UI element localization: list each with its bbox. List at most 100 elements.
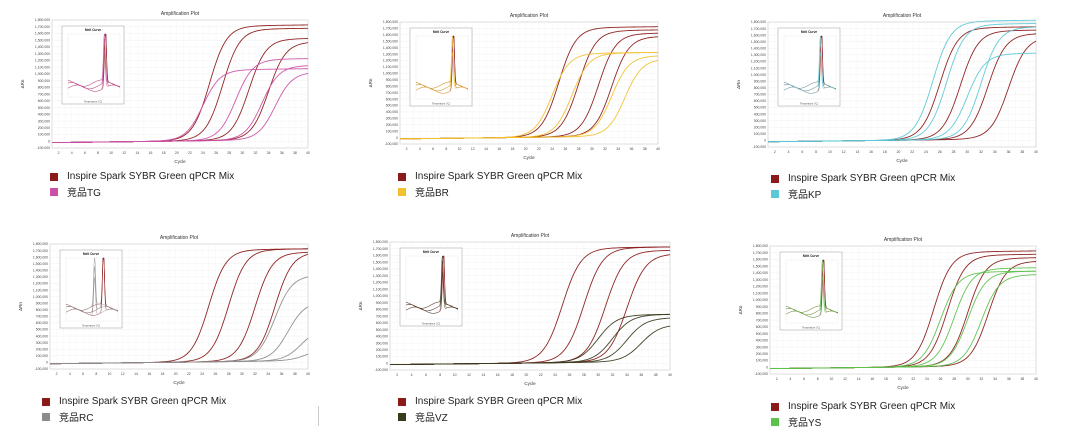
x-tick-label: 36 bbox=[1007, 377, 1011, 381]
y-tick-label: 1,000,000 bbox=[753, 298, 768, 302]
x-tick-label: 12 bbox=[471, 147, 475, 151]
y-tick-label: 1,600,000 bbox=[751, 33, 766, 37]
x-tick-label: 6 bbox=[801, 150, 803, 154]
x-tick-label: 26 bbox=[939, 377, 943, 381]
x-tick-label: 40 bbox=[1034, 150, 1038, 154]
y-tick-label: 200,000 bbox=[38, 126, 50, 130]
x-tick-label: 16 bbox=[869, 150, 873, 154]
legend-swatch-inspire bbox=[50, 172, 58, 181]
legend-label-inspire: Inspire Spark SYBR Green qPCR Mix bbox=[415, 396, 583, 407]
legend-entry-competitor: 竞品RC bbox=[42, 410, 226, 424]
y-tick-label: 500,000 bbox=[376, 328, 388, 332]
x-tick-label: 18 bbox=[162, 151, 166, 155]
plot-title: Amplification Plot bbox=[884, 237, 923, 243]
amplification-curve bbox=[769, 274, 1037, 370]
x-tick-label: 36 bbox=[630, 147, 634, 151]
y-tick-label: 1,300,000 bbox=[373, 274, 388, 278]
legend-swatch-competitor bbox=[398, 412, 406, 421]
x-tick-label: 22 bbox=[910, 150, 914, 154]
x-tick-label: 28 bbox=[952, 150, 956, 154]
y-tick-label: 800,000 bbox=[376, 308, 388, 312]
x-tick-label: 38 bbox=[654, 373, 658, 377]
y-tick-label: 200,000 bbox=[754, 125, 766, 129]
x-tick-label: 2 bbox=[774, 150, 776, 154]
legend-label-competitor: 竞品YS bbox=[788, 418, 822, 429]
y-tick-label: 1,100,000 bbox=[33, 288, 48, 292]
x-tick-label: 10 bbox=[453, 373, 457, 377]
y-tick-label: 0 bbox=[764, 139, 766, 143]
plot-title: Amplification Plot bbox=[510, 13, 549, 19]
melt-curve-inset bbox=[59, 249, 123, 329]
legend-tg: Inspire Spark SYBR Green qPCR Mix 竞品TG bbox=[50, 170, 234, 200]
legend-rc: Inspire Spark SYBR Green qPCR Mix 竞品RC bbox=[42, 395, 226, 425]
y-tick-label: 700,000 bbox=[38, 92, 50, 96]
y-tick-label: 500,000 bbox=[38, 106, 50, 110]
y-tick-label: 1,100,000 bbox=[383, 65, 398, 69]
x-tick-label: 14 bbox=[135, 151, 139, 155]
y-tick-label: 0 bbox=[396, 136, 398, 140]
y-axis-label: ΔRn bbox=[736, 80, 741, 89]
x-tick-label: 2 bbox=[58, 151, 60, 155]
y-tick-label: 1,600,000 bbox=[373, 254, 388, 258]
legend-entry-inspire: Inspire Spark SYBR Green qPCR Mix bbox=[50, 170, 234, 183]
x-tick-label: 32 bbox=[253, 372, 257, 376]
amplification-plot-tg: Amplification Plot -100,000 0 100,000 200,00… bbox=[20, 8, 316, 166]
x-tick-label: 22 bbox=[537, 147, 541, 151]
x-tick-label: 6 bbox=[84, 151, 86, 155]
x-tick-label: 30 bbox=[240, 151, 244, 155]
y-axis-label: ΔRn bbox=[368, 78, 373, 87]
x-tick-label: 2 bbox=[406, 147, 408, 151]
amplification-plot-br: Amplification Plot -100,000 0 100,000 200,00… bbox=[368, 10, 666, 162]
y-tick-label: 500,000 bbox=[756, 332, 768, 336]
y-tick-label: 400,000 bbox=[376, 335, 388, 339]
x-tick-label: 22 bbox=[539, 373, 543, 377]
y-tick-label: 500,000 bbox=[386, 104, 398, 108]
x-tick-label: 38 bbox=[1020, 377, 1024, 381]
legend-br: Inspire Spark SYBR Green qPCR Mix 竞品BR bbox=[398, 170, 582, 200]
melt-curve-line bbox=[783, 35, 837, 89]
legend-entry-competitor: 竞品BR bbox=[398, 185, 582, 199]
x-axis-label: Cycle bbox=[524, 381, 536, 386]
x-tick-label: 16 bbox=[497, 147, 501, 151]
x-tick-label: 6 bbox=[425, 373, 427, 377]
amplification-plot-rc: Amplification Plot -100,000 0 100,000 200,00… bbox=[18, 232, 316, 387]
amplification-plot-ys: Amplification Plot -100,000 0 100,000 200,00… bbox=[738, 234, 1044, 392]
y-tick-label: -100,000 bbox=[35, 367, 48, 371]
melt-curve-inset bbox=[779, 251, 843, 331]
x-tick-label: 4 bbox=[71, 151, 73, 155]
x-tick-label: 12 bbox=[842, 150, 846, 154]
y-tick-label: 1,800,000 bbox=[373, 240, 388, 244]
amplification-plot-vz: Amplification Plot -100,000 0 100,000 200,00… bbox=[358, 230, 678, 388]
legend-label-competitor: 竞品BR bbox=[415, 188, 449, 199]
y-tick-label: 1,700,000 bbox=[751, 27, 766, 31]
melt-curve-line bbox=[783, 52, 837, 94]
x-tick-label: 34 bbox=[993, 377, 997, 381]
y-tick-label: 200,000 bbox=[756, 352, 768, 356]
x-tick-label: 22 bbox=[911, 377, 915, 381]
x-tick-label: 36 bbox=[639, 373, 643, 377]
x-tick-label: 36 bbox=[280, 151, 284, 155]
y-tick-label: 400,000 bbox=[38, 113, 50, 117]
y-tick-label: 600,000 bbox=[756, 325, 768, 329]
x-tick-label: 4 bbox=[419, 147, 421, 151]
y-tick-label: 1,300,000 bbox=[33, 275, 48, 279]
x-tick-label: 14 bbox=[855, 150, 859, 154]
y-tick-label: 1,600,000 bbox=[35, 32, 50, 36]
x-tick-label: 20 bbox=[898, 377, 902, 381]
y-tick-label: 1,500,000 bbox=[753, 264, 768, 268]
inset-plot-area bbox=[415, 35, 469, 100]
x-tick-label: 26 bbox=[213, 372, 217, 376]
y-axis-label: ΔRn bbox=[18, 302, 23, 311]
legend-swatch-inspire bbox=[42, 397, 50, 406]
x-tick-label: 14 bbox=[484, 147, 488, 151]
y-tick-label: 1,200,000 bbox=[753, 285, 768, 289]
x-tick-label: 24 bbox=[201, 151, 205, 155]
y-tick-label: -100,000 bbox=[37, 146, 50, 150]
y-tick-label: 900,000 bbox=[754, 79, 766, 83]
y-tick-label: -100,000 bbox=[753, 145, 766, 149]
melt-curve-line bbox=[785, 276, 839, 318]
x-tick-label: 38 bbox=[1020, 150, 1024, 154]
y-axis-label: ΔRn bbox=[738, 305, 743, 314]
inset-title: Melt Curve bbox=[433, 30, 450, 34]
x-tick-label: 38 bbox=[293, 151, 297, 155]
